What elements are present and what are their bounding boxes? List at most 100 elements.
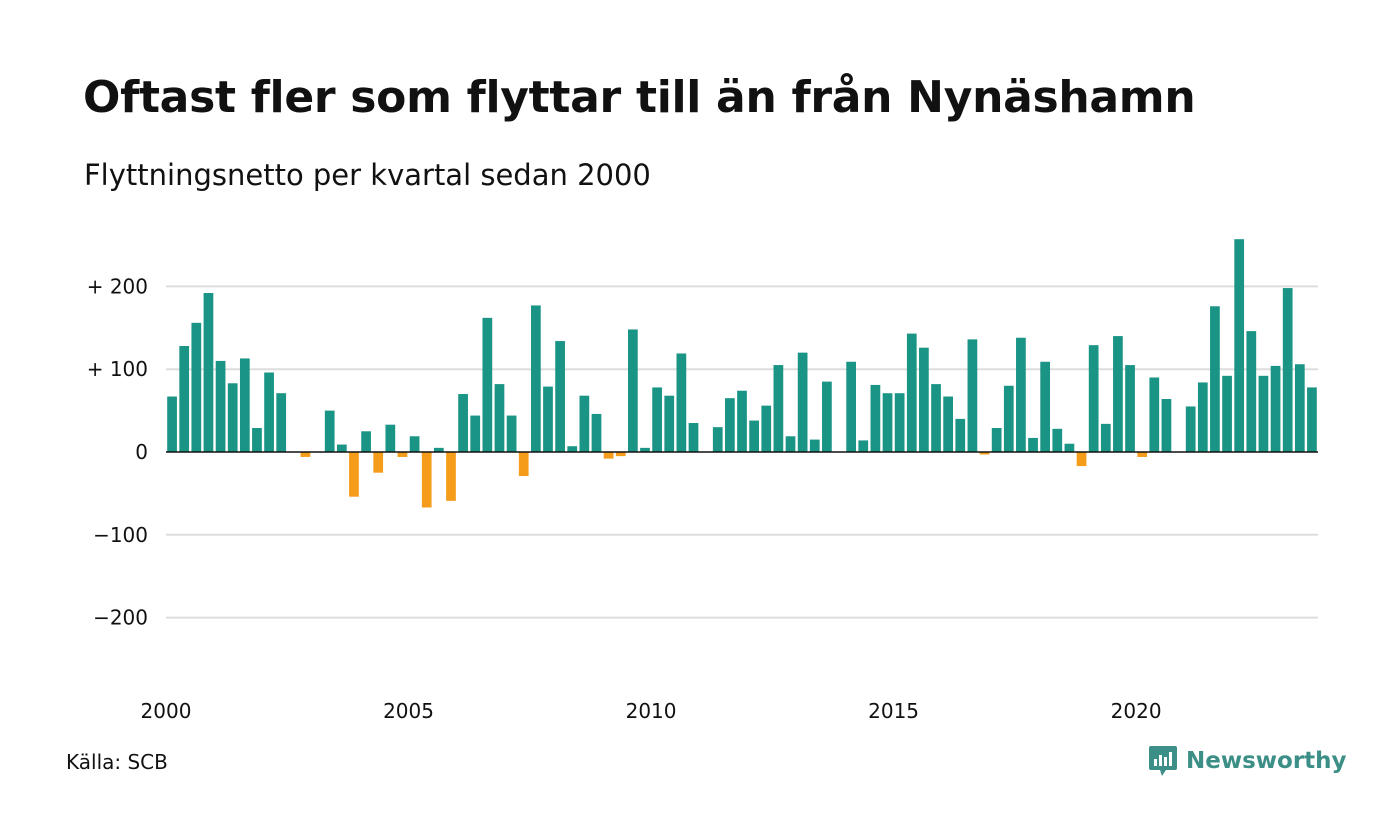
bar xyxy=(227,383,238,452)
brand-name: Newsworthy xyxy=(1186,748,1347,774)
chart-title: Oftast fler som flyttar till än från Nyn… xyxy=(83,72,1196,123)
x-tick-label: 2020 xyxy=(1111,699,1162,723)
bar xyxy=(591,413,602,452)
bar xyxy=(239,358,250,452)
bar xyxy=(1282,288,1293,452)
bar xyxy=(1234,239,1245,452)
bar xyxy=(470,415,481,452)
bar xyxy=(397,452,408,457)
bar xyxy=(579,395,590,452)
bar xyxy=(773,365,784,452)
bar xyxy=(203,293,214,452)
bar xyxy=(882,393,893,452)
bar xyxy=(1028,437,1038,452)
source-label: Källa: SCB xyxy=(66,750,168,774)
bar xyxy=(664,395,675,452)
bar xyxy=(1246,331,1257,452)
bar xyxy=(749,420,759,452)
bar xyxy=(652,387,662,452)
x-axis-ticks: 2000 2005 2010 2015 2020 xyxy=(141,699,1162,723)
bar xyxy=(518,452,529,477)
bar xyxy=(846,361,856,452)
bar xyxy=(324,410,335,452)
bar xyxy=(543,386,553,452)
bar-chart: + 200 + 100 0 −100 −200 2000 2005 2010 2015 2020 xyxy=(87,239,1318,723)
bar xyxy=(676,353,687,452)
bar xyxy=(688,423,699,452)
y-tick-label: −200 xyxy=(93,606,148,630)
bar xyxy=(1100,423,1111,452)
bar xyxy=(785,436,796,452)
bar xyxy=(1222,375,1232,452)
bar xyxy=(421,452,432,508)
bar xyxy=(1258,375,1269,452)
bar xyxy=(300,452,311,457)
bar xyxy=(822,381,832,452)
bar xyxy=(373,452,384,473)
bar xyxy=(385,424,396,452)
bar xyxy=(931,384,941,452)
bar xyxy=(1076,452,1087,467)
y-tick-label: + 200 xyxy=(87,274,148,298)
bar xyxy=(870,384,881,452)
bar xyxy=(1113,336,1123,452)
x-tick-label: 2000 xyxy=(141,699,192,723)
bar xyxy=(567,446,578,452)
bar xyxy=(482,317,493,452)
bar xyxy=(943,396,954,452)
bar xyxy=(361,431,371,452)
bar xyxy=(215,360,226,452)
bar xyxy=(640,447,650,452)
bar xyxy=(1149,377,1160,452)
bar xyxy=(1088,345,1099,452)
bar xyxy=(1185,406,1196,452)
bar xyxy=(991,427,1002,452)
bar xyxy=(530,305,541,452)
bar xyxy=(967,339,978,452)
bar xyxy=(349,452,359,497)
brand[interactable]: Newsworthy xyxy=(1148,744,1347,778)
bar xyxy=(1016,337,1026,452)
chart-subtitle: Flyttningsnetto per kvartal sedan 2000 xyxy=(84,158,651,192)
bar xyxy=(858,440,869,452)
bar xyxy=(809,439,820,452)
bar xyxy=(252,427,262,452)
bar xyxy=(494,384,505,452)
bar xyxy=(409,436,420,452)
bar xyxy=(1307,387,1317,452)
bar xyxy=(458,394,468,452)
bar xyxy=(1052,428,1063,452)
bar xyxy=(712,427,723,452)
bar xyxy=(506,415,517,452)
bar xyxy=(555,341,565,452)
y-axis-ticks: + 200 + 100 0 −100 −200 xyxy=(87,274,148,629)
bar xyxy=(433,447,444,452)
bar xyxy=(725,398,735,452)
bars xyxy=(167,239,1317,508)
bar xyxy=(1294,364,1305,452)
bar xyxy=(615,452,626,457)
bar xyxy=(1064,443,1075,452)
bar xyxy=(737,390,747,452)
bar xyxy=(1003,385,1014,452)
bar xyxy=(894,393,905,452)
bar xyxy=(276,393,287,452)
bar xyxy=(919,347,929,452)
bar xyxy=(628,329,638,452)
bar xyxy=(906,333,917,452)
y-tick-label: −100 xyxy=(93,523,148,547)
bar xyxy=(1137,452,1148,457)
bar xyxy=(179,346,190,452)
bar xyxy=(1197,382,1208,452)
x-tick-label: 2015 xyxy=(868,699,919,723)
x-tick-label: 2005 xyxy=(383,699,434,723)
bar xyxy=(761,405,772,452)
bar xyxy=(1210,306,1220,452)
bar xyxy=(955,418,966,452)
x-tick-label: 2010 xyxy=(626,699,677,723)
bar xyxy=(167,396,177,452)
bar xyxy=(1270,365,1281,452)
bar xyxy=(603,452,614,459)
bar xyxy=(446,452,456,501)
y-tick-label: + 100 xyxy=(87,357,148,381)
